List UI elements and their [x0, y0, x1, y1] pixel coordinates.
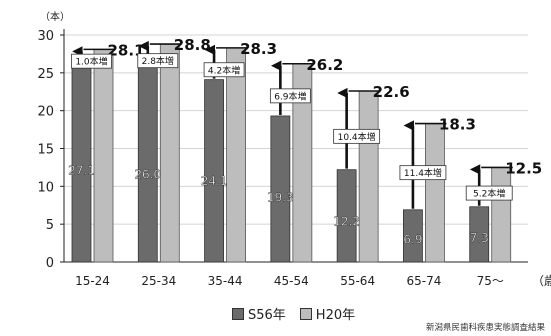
value-label-h20: 18.3: [439, 116, 476, 134]
bar-h20: [159, 43, 180, 263]
increase-label: 4.2本増: [208, 64, 240, 76]
value-label-h20: 12.5: [505, 159, 542, 177]
x-tick-label: 15-24: [75, 274, 110, 288]
legend-swatch-s56: [232, 307, 244, 320]
value-label-h20: 28.1: [108, 41, 145, 59]
value-label-h20: 26.2: [306, 56, 343, 74]
increase-label: 6.9本増: [274, 90, 306, 102]
legend-label-h20: H20年: [315, 308, 356, 323]
bars: [71, 43, 512, 263]
bar-h20: [226, 47, 246, 263]
y-tick-label: 0: [46, 256, 54, 271]
x-tick-label: 25-34: [141, 274, 176, 288]
increase-box: [137, 53, 179, 69]
legend-label-s56: S56年: [248, 308, 286, 323]
x-axis-unit: （歳）: [532, 274, 551, 288]
increase-box: [333, 128, 381, 144]
x-tick-label: 45-54: [274, 274, 309, 288]
y-tick-label: 25: [37, 67, 54, 82]
bar-s56: [403, 209, 423, 263]
value-label-s56: 27.1: [68, 164, 95, 178]
value-label-h20: 22.6: [373, 83, 410, 101]
value-label-h20: 28.3: [240, 40, 277, 58]
increase-box: [399, 165, 447, 181]
bar-s56: [270, 115, 291, 263]
y-tick-label: 10: [37, 180, 54, 195]
bar-chart: 0 5 10 15 20 25 30 （本） 15-24 25-34 35-44 45-54 55-64…: [37, 10, 551, 288]
legend-swatch-h20: [299, 307, 312, 320]
bar-h20: [425, 123, 445, 263]
increase-box: [269, 88, 311, 104]
axes: 0 5 10 15 20 25 30 （本） 15-24 25-34 35-44 45-54 55-64…: [37, 10, 551, 288]
y-tick-label: 20: [37, 105, 54, 120]
bar-h20: [358, 90, 379, 263]
legend-item-h20: H20年: [299, 304, 356, 323]
source-note: 新潟県民歯科疾患実態調査結果: [425, 323, 545, 333]
data-labels: 28.1 27.1 1.0本増 28.8 26.0 2.8本増 28.3 24.1 4.2本増 2…: [68, 36, 542, 247]
bar-s56: [204, 79, 224, 263]
value-label-s56: 19.3: [267, 190, 294, 204]
increase-box: [203, 62, 245, 78]
value-label-s56: 26.0: [134, 167, 161, 181]
bar-h20: [491, 167, 512, 263]
value-label-s56: 12.2: [333, 214, 360, 228]
increase-label: 10.4本増: [338, 131, 376, 143]
value-label-s56: 7.3: [470, 231, 489, 245]
increase-label: 1.0本増: [75, 56, 107, 68]
increase-label: 11.4本増: [404, 167, 442, 179]
increase-label: 5.2本増: [473, 188, 505, 200]
bar-s56: [71, 56, 92, 263]
bar-s56: [137, 64, 158, 263]
x-tick-label: 35-44: [208, 274, 243, 288]
legend: S56年 H20年: [232, 304, 355, 323]
y-tick-label: 30: [37, 29, 54, 44]
increase-box: [71, 53, 112, 69]
increase-box: [465, 185, 513, 201]
value-label-s56: 24.1: [201, 174, 228, 188]
y-unit-label: （本）: [40, 10, 70, 23]
y-tick-label: 5: [46, 218, 54, 233]
bar-s56: [336, 169, 357, 263]
bar-h20: [93, 48, 114, 263]
y-tick-label: 15: [37, 143, 54, 158]
x-tick-label: 65-74: [406, 274, 441, 288]
x-tick-label: 75～: [477, 274, 504, 288]
value-label-h20: 28.8: [174, 36, 211, 54]
value-label-s56: 6.9: [403, 233, 422, 247]
bar-s56: [469, 206, 490, 263]
legend-item-s56: S56年: [232, 304, 286, 323]
x-tick-label: 55-64: [340, 274, 375, 288]
increase-label: 2.8本増: [142, 55, 174, 67]
